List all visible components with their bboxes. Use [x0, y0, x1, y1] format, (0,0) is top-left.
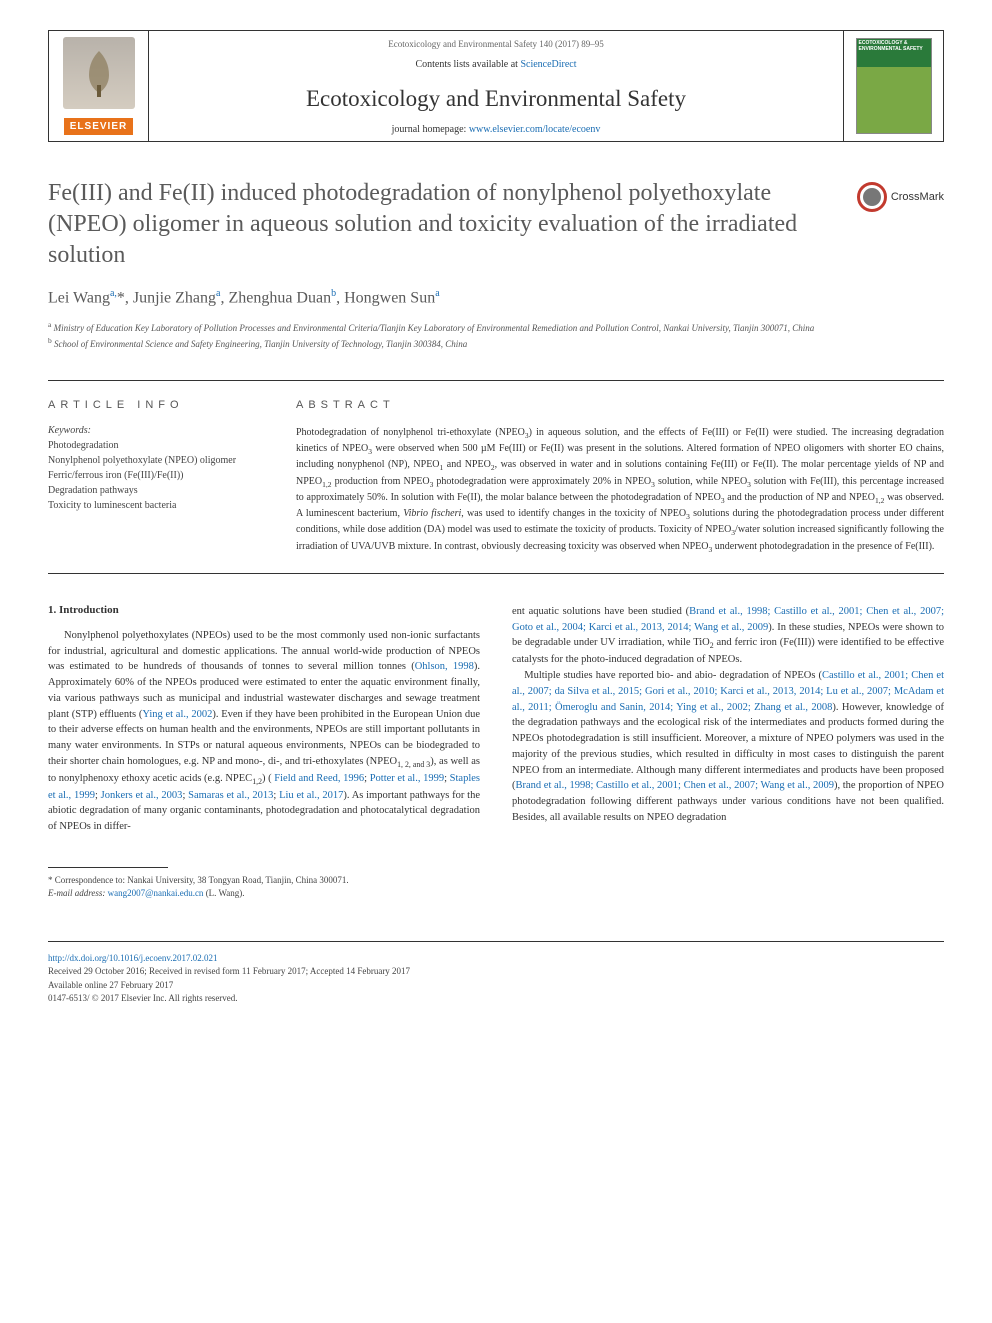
page-footer: http://dx.doi.org/10.1016/j.ecoenv.2017.… [48, 941, 944, 1006]
dates-line: Received 29 October 2016; Received in re… [48, 965, 944, 979]
keyword-item: Nonylphenol polyethoxylate (NPEO) oligom… [48, 453, 264, 468]
authors-line: Lei Wanga,*, Junjie Zhanga, Zhenghua Dua… [48, 288, 944, 307]
contents-prefix: Contents lists available at [415, 59, 520, 70]
affiliation-a: a Ministry of Education Key Laboratory o… [48, 319, 944, 336]
crossmark-badge[interactable]: CrossMark [857, 182, 944, 212]
email-link[interactable]: wang2007@nankai.edu.cn [108, 888, 204, 898]
elsevier-tree-icon [63, 37, 135, 109]
article-title: Fe(III) and Fe(II) induced photodegradat… [48, 178, 837, 272]
abstract-heading: ABSTRACT [296, 399, 944, 411]
intro-heading: 1. Introduction [48, 604, 480, 616]
contents-line: Contents lists available at ScienceDirec… [161, 59, 831, 70]
footnote-rule [48, 867, 168, 868]
publisher-block: ELSEVIER [49, 31, 149, 141]
abstract-text: Photodegradation of nonylphenol tri-etho… [296, 425, 944, 555]
body-col-left: 1. Introduction Nonylphenol polyethoxyla… [48, 604, 480, 901]
journal-title: Ecotoxicology and Environmental Safety [161, 86, 831, 112]
journal-cover-icon: ECOTOXICOLOGY & ENVIRONMENTAL SAFETY [856, 38, 932, 134]
crossmark-label: CrossMark [891, 191, 944, 203]
keyword-item: Degradation pathways [48, 483, 264, 498]
affiliation-b: b School of Environmental Science and Sa… [48, 335, 944, 352]
footnotes: * Correspondence to: Nankai University, … [48, 874, 480, 901]
keyword-item: Ferric/ferrous iron (Fe(III)/Fe(II)) [48, 468, 264, 483]
doi-link[interactable]: http://dx.doi.org/10.1016/j.ecoenv.2017.… [48, 953, 218, 963]
body-col-right: ent aquatic solutions have been studied … [512, 604, 944, 901]
crossmark-icon [857, 182, 887, 212]
cover-text: ECOTOXICOLOGY & ENVIRONMENTAL SAFETY [859, 41, 929, 52]
keywords-list: Photodegradation Nonylphenol polyethoxyl… [48, 438, 264, 513]
email-note: E-mail address: wang2007@nankai.edu.cn (… [48, 887, 480, 901]
email-label: E-mail address: [48, 888, 108, 898]
keyword-item: Toxicity to luminescent bacteria [48, 498, 264, 513]
body-columns: 1. Introduction Nonylphenol polyethoxyla… [48, 604, 944, 901]
keywords-label: Keywords: [48, 425, 264, 436]
correspondence-note: * Correspondence to: Nankai University, … [48, 874, 480, 888]
header-center: Ecotoxicology and Environmental Safety 1… [149, 31, 843, 141]
abstract-col: ABSTRACT Photodegradation of nonylphenol… [288, 399, 944, 555]
elsevier-wordmark: ELSEVIER [64, 118, 133, 135]
body-text-left: Nonylphenol polyethoxylates (NPEOs) used… [48, 628, 480, 835]
available-line: Available online 27 February 2017 [48, 979, 944, 993]
homepage-link[interactable]: www.elsevier.com/locate/ecoenv [469, 124, 601, 135]
cover-block: ECOTOXICOLOGY & ENVIRONMENTAL SAFETY [843, 31, 943, 141]
title-row: Fe(III) and Fe(II) induced photodegradat… [48, 178, 944, 272]
keyword-item: Photodegradation [48, 438, 264, 453]
info-abstract-row: ARTICLE INFO Keywords: Photodegradation … [48, 380, 944, 574]
copyright-line: 0147-6513/ © 2017 Elsevier Inc. All righ… [48, 992, 944, 1006]
journal-header: ELSEVIER Ecotoxicology and Environmental… [48, 30, 944, 142]
article-info-col: ARTICLE INFO Keywords: Photodegradation … [48, 399, 288, 555]
affiliations: a Ministry of Education Key Laboratory o… [48, 319, 944, 352]
citation-line: Ecotoxicology and Environmental Safety 1… [161, 39, 831, 49]
email-suffix: (L. Wang). [203, 888, 244, 898]
homepage-line: journal homepage: www.elsevier.com/locat… [161, 124, 831, 135]
body-text-right: ent aquatic solutions have been studied … [512, 604, 944, 826]
homepage-prefix: journal homepage: [392, 124, 469, 135]
sciencedirect-link[interactable]: ScienceDirect [520, 59, 576, 70]
article-info-heading: ARTICLE INFO [48, 399, 264, 411]
